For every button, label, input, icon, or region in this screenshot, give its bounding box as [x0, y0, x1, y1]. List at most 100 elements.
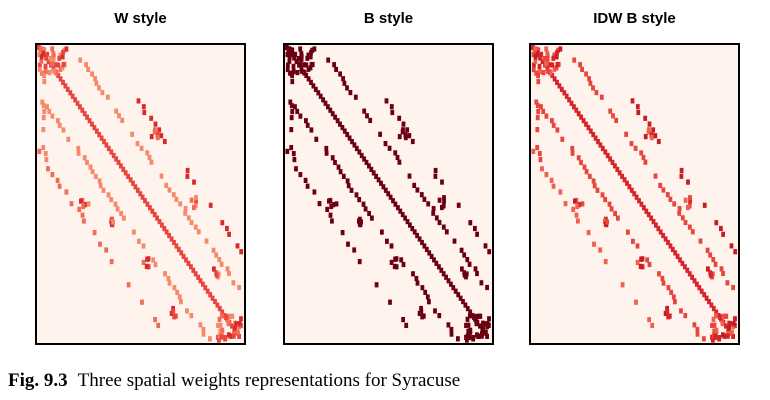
weight-cell	[376, 177, 381, 183]
weight-cell	[176, 246, 181, 252]
weight-cell	[679, 308, 683, 314]
weight-cell	[670, 246, 675, 252]
weight-cell	[305, 55, 310, 61]
weight-cell	[540, 58, 545, 65]
weight-cell	[193, 224, 198, 230]
weight-cell	[647, 261, 652, 268]
weight-cell	[687, 271, 692, 277]
weight-cell	[729, 243, 734, 249]
weight-cell	[708, 252, 713, 258]
weight-cell	[687, 224, 692, 230]
weight-cell	[442, 198, 446, 204]
weight-cell	[299, 68, 304, 74]
weight-cell	[532, 49, 537, 55]
weight-cell	[185, 167, 190, 174]
weight-cell	[66, 136, 71, 142]
weight-cell	[378, 131, 382, 137]
weight-cell	[487, 316, 491, 322]
weight-cell	[711, 306, 716, 312]
weight-cell	[237, 284, 241, 291]
weight-cell	[536, 79, 541, 85]
weight-cell	[57, 122, 62, 128]
weight-cell	[94, 80, 99, 86]
weight-cell	[456, 202, 461, 208]
weight-cell	[440, 179, 444, 185]
weight-cell	[557, 83, 562, 89]
weight-cell	[731, 321, 736, 327]
weight-cell	[220, 309, 225, 315]
weight-cell	[665, 308, 670, 314]
weight-cell	[609, 206, 614, 212]
matrix-cells	[531, 45, 738, 343]
weight-cell	[138, 191, 143, 197]
weight-cell	[660, 275, 665, 282]
weight-cell	[235, 243, 240, 249]
weight-cell	[298, 113, 303, 119]
weight-cell	[608, 108, 613, 114]
weight-cell	[483, 243, 488, 249]
weight-cell	[656, 138, 661, 145]
weight-cell	[646, 212, 651, 218]
weight-cell	[292, 157, 297, 163]
weight-cell	[535, 145, 540, 151]
weight-cell	[362, 108, 367, 114]
weight-cell	[367, 163, 371, 169]
weight-cell	[349, 187, 354, 193]
weights-matrix-idw-b-style	[529, 43, 740, 345]
weight-cell	[76, 145, 81, 152]
weight-cell	[306, 66, 311, 72]
weight-cell	[345, 132, 350, 138]
weight-cell	[584, 169, 589, 175]
weight-cell	[120, 117, 125, 123]
weight-cell	[324, 150, 329, 156]
weight-cell	[324, 145, 329, 152]
weight-cell	[113, 201, 118, 207]
weight-cell	[433, 308, 437, 314]
weight-cell	[145, 150, 150, 156]
weight-cell	[465, 306, 470, 312]
weight-cell	[214, 272, 219, 278]
weight-cell	[354, 192, 359, 198]
weight-cell	[398, 208, 403, 214]
weight-cell	[545, 68, 550, 74]
weight-cell	[538, 157, 543, 163]
weight-cell	[605, 219, 609, 225]
weight-cell	[412, 229, 417, 235]
weight-cell	[204, 238, 209, 244]
weight-cell	[724, 323, 728, 329]
weight-cell	[43, 63, 48, 69]
weight-cell	[605, 152, 610, 159]
weight-cell	[229, 313, 234, 319]
weight-cell	[671, 294, 676, 300]
weight-cell	[720, 321, 725, 327]
weight-cell	[419, 192, 424, 198]
weight-cell	[196, 274, 200, 280]
weight-cell	[733, 316, 737, 322]
weight-cell	[289, 127, 294, 133]
weight-cell	[385, 238, 389, 244]
weight-cell	[40, 99, 45, 105]
weight-cell	[347, 135, 352, 141]
weight-cell	[368, 117, 373, 123]
weight-cell	[731, 333, 735, 339]
weight-cell	[690, 229, 695, 235]
weight-cell	[389, 259, 394, 265]
weight-cell	[401, 261, 406, 268]
weight-cell	[688, 198, 692, 204]
weight-cell	[449, 281, 453, 287]
weight-cell	[569, 100, 574, 106]
weight-cell	[441, 271, 446, 277]
weight-cell	[181, 253, 186, 259]
weight-cell	[39, 58, 44, 64]
weight-cell	[334, 66, 338, 72]
weight-cell	[177, 294, 182, 300]
weights-matrix-w-style	[35, 43, 246, 345]
weight-cell	[685, 267, 690, 273]
weight-cell	[487, 249, 492, 255]
weight-cell	[329, 203, 334, 210]
weight-cell	[295, 70, 300, 76]
weight-cell	[309, 62, 314, 68]
weight-cell	[82, 155, 87, 161]
weight-cell	[444, 274, 448, 280]
weight-cell	[38, 62, 42, 68]
